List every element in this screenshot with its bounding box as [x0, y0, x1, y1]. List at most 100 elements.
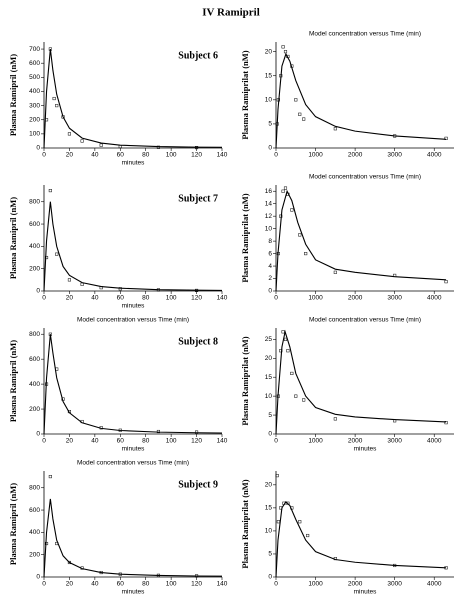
y-axis-label: Plasma Ramipril (nM): [8, 340, 18, 422]
x-tick-label: 60: [117, 152, 125, 159]
y-tick-label: 600: [29, 60, 40, 67]
y-tick-label: 700: [29, 46, 40, 53]
panel: 0 5 10 15 20 0 1000 2000 3000 4000 minutes Plasma R…: [240, 471, 454, 596]
model-curve: [275, 329, 447, 435]
y-axis-label: Plasma Ramiprilat (nM): [240, 479, 250, 568]
x-tick-label: 40: [91, 295, 99, 302]
subject-label: Subject 7: [178, 193, 218, 204]
x-tick-label: 60: [117, 438, 125, 445]
y-tick-label: 10: [265, 97, 273, 104]
observed-point: [276, 520, 280, 524]
x-tick-label: 2000: [348, 438, 363, 445]
y-axis-label: Plasma Ramiprilat (nM): [240, 336, 250, 425]
x-tick-label: 0: [42, 581, 46, 588]
x-tick-label: 80: [142, 581, 150, 588]
panel-title: Model concentration versus Time (min): [309, 317, 421, 324]
y-tick-label: 12: [265, 213, 273, 220]
model-curve: [275, 189, 447, 292]
observed-point: [48, 189, 52, 193]
x-tick-label: 3000: [387, 152, 402, 159]
y-tick-label: 200: [29, 116, 40, 123]
observed-point: [298, 233, 302, 237]
x-tick-label: 4000: [427, 152, 442, 159]
y-tick-label: 0: [268, 431, 272, 438]
observed-point: [55, 252, 59, 256]
y-tick-label: 600: [29, 356, 40, 363]
y-tick-label: 800: [29, 484, 40, 491]
panel-title: Model concentration versus Time (min): [309, 31, 421, 38]
y-tick-label: 800: [29, 198, 40, 205]
x-tick-label: 20: [66, 152, 74, 159]
y-tick-label: 500: [29, 74, 40, 81]
panel-title: Model concentration versus Time (min): [77, 317, 189, 324]
x-axis-label: minutes: [354, 446, 378, 453]
y-tick-label: 20: [265, 48, 273, 55]
y-tick-label: 5: [268, 121, 272, 128]
x-tick-label: 100: [166, 438, 177, 445]
model-curve: [43, 334, 223, 435]
x-tick-label: 0: [274, 295, 278, 302]
subject-label: Subject 8: [178, 336, 218, 347]
observed-point: [99, 143, 103, 147]
observed-point: [444, 136, 448, 140]
observed-point: [67, 278, 71, 282]
model-curve: [43, 49, 223, 149]
panel: Model concentration versus Time (min) 0 20…: [8, 317, 228, 453]
model-curve: [43, 201, 223, 292]
model-curve: [43, 498, 223, 578]
panel: Model concentration versus Time (min) 0 5 1…: [240, 317, 454, 453]
observed-point: [283, 186, 288, 190]
x-axis-label: minutes: [354, 589, 378, 596]
x-tick-label: 140: [217, 295, 228, 302]
y-tick-label: 200: [29, 551, 40, 558]
x-tick-label: 1000: [308, 152, 323, 159]
x-tick-label: 4000: [427, 295, 442, 302]
x-axis-label: minutes: [122, 160, 146, 167]
y-tick-label: 2: [268, 275, 272, 282]
panel: Model concentration versus Time (min) 0 5 1…: [240, 31, 454, 159]
observed-point: [80, 282, 84, 286]
x-tick-label: 4000: [427, 581, 442, 588]
y-axis-label: Plasma Ramipril (nM): [8, 197, 18, 279]
x-tick-label: 0: [274, 152, 278, 159]
x-tick-label: 3000: [387, 295, 402, 302]
subject-label: Subject 6: [178, 50, 218, 61]
y-tick-label: 0: [268, 288, 272, 295]
model-curve: [275, 52, 447, 149]
y-tick-label: 300: [29, 102, 40, 109]
x-tick-label: 120: [191, 581, 202, 588]
y-tick-label: 0: [36, 145, 40, 152]
y-tick-label: 400: [29, 243, 40, 250]
x-tick-label: 0: [274, 438, 278, 445]
x-tick-label: 100: [166, 581, 177, 588]
observed-point: [80, 139, 84, 143]
observed-point: [156, 429, 160, 434]
observed-point: [290, 371, 294, 375]
observed-point: [302, 117, 306, 121]
observed-point: [52, 96, 56, 101]
x-tick-label: 2000: [348, 295, 363, 302]
y-tick-label: 5: [268, 551, 272, 558]
x-tick-label: 3000: [387, 581, 402, 588]
observed-point: [275, 474, 279, 478]
x-tick-label: 3000: [387, 438, 402, 445]
y-axis-label: Plasma Ramiprilat (nM): [240, 50, 250, 139]
x-tick-label: 80: [142, 152, 150, 159]
y-tick-label: 15: [265, 505, 273, 512]
observed-point: [333, 270, 337, 274]
y-axis-label: Plasma Ramipril (nM): [8, 483, 18, 565]
x-tick-label: 80: [142, 438, 150, 445]
observed-point: [283, 337, 288, 341]
observed-point: [290, 208, 294, 212]
x-tick-label: 120: [191, 438, 202, 445]
x-tick-label: 20: [66, 295, 74, 302]
y-tick-label: 400: [29, 88, 40, 95]
observed-point: [156, 145, 160, 149]
y-tick-label: 10: [265, 225, 273, 232]
observed-point: [333, 417, 337, 421]
x-tick-label: 0: [42, 295, 46, 302]
x-tick-label: 120: [191, 152, 202, 159]
observed-point: [195, 430, 199, 434]
observed-point: [444, 280, 448, 284]
y-tick-label: 10: [265, 528, 273, 535]
